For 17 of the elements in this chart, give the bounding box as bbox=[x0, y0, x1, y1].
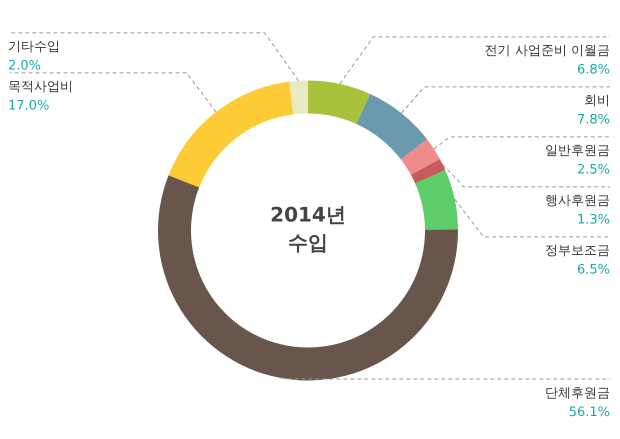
data-label: 17.0% bbox=[8, 98, 50, 114]
data-label: 7.8% bbox=[576, 112, 610, 128]
slice-label: 정부보조금 bbox=[545, 244, 610, 259]
text: 2014년 수입 bbox=[270, 202, 346, 255]
data-label: 6.8% bbox=[576, 62, 610, 78]
slice-label: 일반후원금 bbox=[545, 144, 610, 159]
data-label: 1.3% bbox=[576, 212, 610, 228]
data-label: 6.5% bbox=[576, 262, 610, 278]
data-label: 2.5% bbox=[576, 162, 610, 178]
slice-label: 회비 bbox=[584, 94, 610, 109]
slice-label: 전기 사업준비 이월금 bbox=[484, 44, 610, 59]
slice-label: 단체후원금 bbox=[545, 386, 610, 401]
data-label: 56.1% bbox=[568, 404, 610, 420]
slice-label: 기타수입 bbox=[8, 40, 60, 55]
slice-label: 행사후원금 bbox=[545, 194, 610, 209]
slice-label: 목적사업비 bbox=[8, 80, 73, 95]
data-label: 2.0% bbox=[8, 58, 42, 74]
